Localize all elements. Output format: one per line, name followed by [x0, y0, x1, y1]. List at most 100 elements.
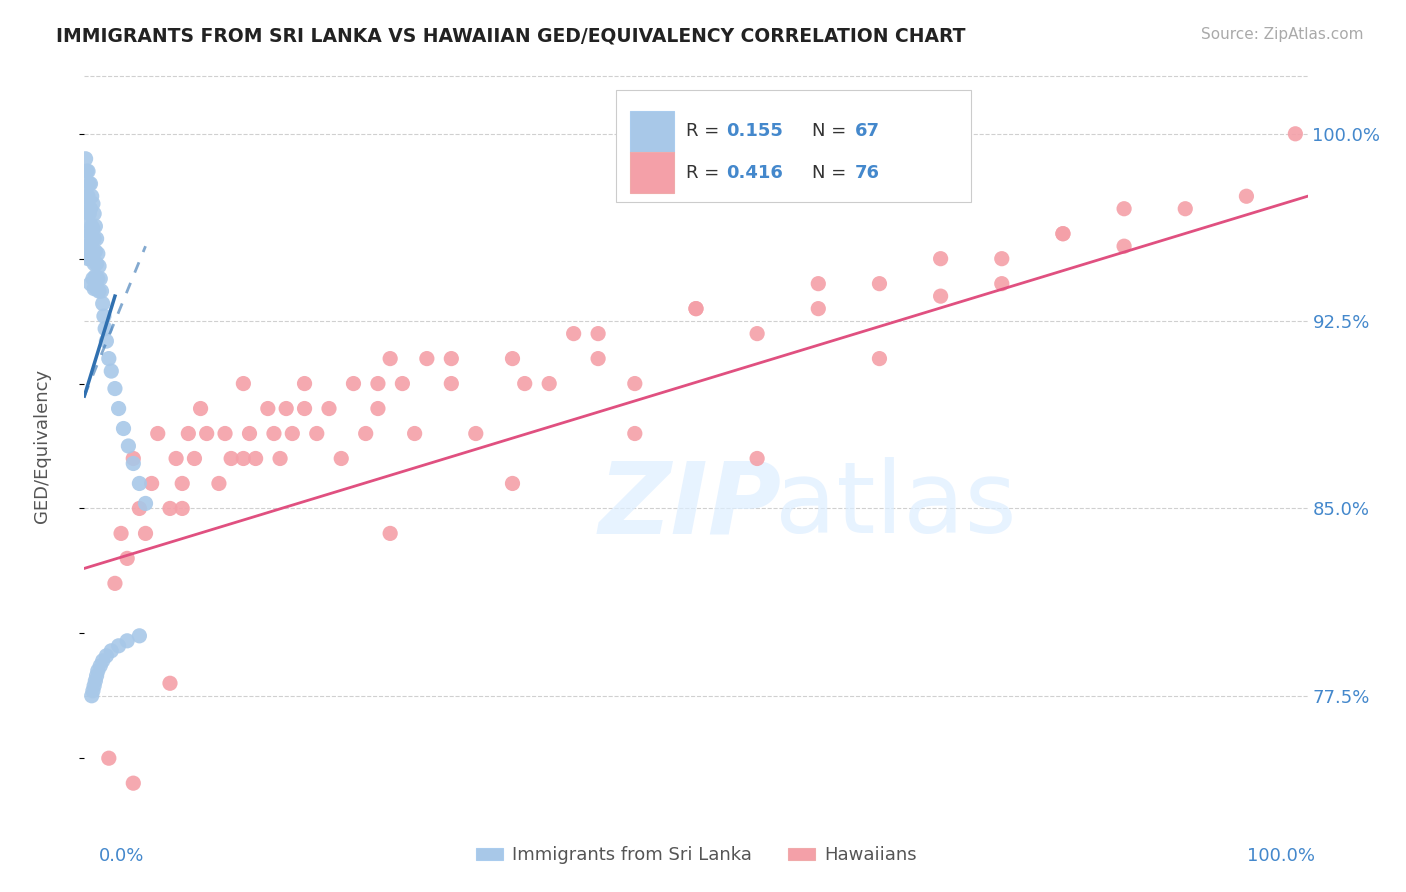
Point [87, 259, 110, 273]
Point [86, 232, 108, 246]
Text: ZIP: ZIP [598, 458, 782, 555]
Point [77, 239, 100, 253]
Point [93, 309, 115, 323]
Point [245, 451, 267, 466]
Point [86, 282, 108, 296]
Point [190, 401, 212, 416]
Point [122, 451, 145, 466]
Point [232, 451, 254, 466]
Point [869, 277, 891, 291]
Point [91, 296, 114, 310]
Point [79, 227, 101, 241]
Point [1284, 127, 1306, 141]
Point [77, 214, 100, 228]
Text: IMMIGRANTS FROM SRI LANKA VS HAWAIIAN GED/EQUIVALENCY CORRELATION CHART: IMMIGRANTS FROM SRI LANKA VS HAWAIIAN GE… [56, 27, 966, 45]
Point [172, 476, 194, 491]
Point [84, 269, 107, 284]
Point [367, 401, 389, 416]
Point [146, 426, 169, 441]
Point [77, 207, 100, 221]
Point [1174, 202, 1197, 216]
Point [1114, 202, 1136, 216]
Point [80, 246, 103, 260]
Point [100, 364, 122, 378]
Point [104, 576, 127, 591]
Point [84, 244, 107, 259]
Point [80, 219, 103, 234]
Text: N =: N = [813, 163, 852, 181]
Point [76, 239, 98, 253]
Text: atlas: atlas [776, 458, 1017, 555]
Point [869, 351, 891, 366]
Point [115, 551, 138, 566]
Point [96, 334, 118, 348]
Point [281, 426, 304, 441]
Point [562, 326, 585, 341]
Point [107, 401, 129, 416]
FancyBboxPatch shape [616, 90, 972, 202]
Point [79, 202, 101, 216]
Point [82, 246, 104, 260]
Text: 67: 67 [855, 122, 880, 140]
Point [807, 277, 830, 291]
Point [87, 664, 110, 678]
Point [128, 476, 150, 491]
Point [104, 382, 127, 396]
Point [685, 301, 707, 316]
Text: 0.416: 0.416 [727, 163, 783, 181]
Point [159, 501, 181, 516]
Point [135, 526, 157, 541]
Point [294, 401, 316, 416]
Point [86, 257, 108, 271]
Point [122, 776, 145, 790]
Point [183, 451, 205, 466]
Point [75, 189, 97, 203]
Point [929, 289, 952, 303]
Point [83, 232, 105, 246]
Point [257, 401, 280, 416]
Point [77, 189, 100, 203]
Point [208, 476, 231, 491]
Point [1052, 227, 1074, 241]
Point [87, 271, 110, 285]
Point [91, 654, 114, 668]
Point [1114, 239, 1136, 253]
Point [82, 683, 104, 698]
Text: 100.0%: 100.0% [1247, 847, 1315, 865]
Point [367, 376, 389, 391]
Point [96, 648, 118, 663]
Point [115, 633, 138, 648]
Point [214, 426, 236, 441]
Text: GED/Equivalency: GED/Equivalency [32, 369, 51, 523]
Point [87, 284, 110, 298]
Point [380, 526, 402, 541]
Point [80, 689, 103, 703]
Point [380, 351, 402, 366]
Legend: Immigrants from Sri Lanka, Hawaiians: Immigrants from Sri Lanka, Hawaiians [468, 839, 924, 871]
Point [76, 164, 98, 178]
Point [77, 164, 100, 178]
Point [624, 376, 647, 391]
Point [747, 451, 769, 466]
Point [172, 501, 194, 516]
Point [807, 301, 830, 316]
Point [238, 426, 260, 441]
Point [84, 673, 107, 688]
Text: 0.0%: 0.0% [98, 847, 143, 865]
Point [83, 679, 105, 693]
Point [82, 271, 104, 285]
Point [89, 658, 111, 673]
Point [87, 246, 110, 260]
Point [110, 526, 132, 541]
Point [305, 426, 328, 441]
FancyBboxPatch shape [630, 153, 673, 193]
Point [342, 376, 364, 391]
Point [77, 252, 100, 266]
Point [97, 351, 120, 366]
Point [294, 376, 316, 391]
Point [117, 439, 139, 453]
FancyBboxPatch shape [630, 112, 673, 152]
Point [141, 476, 163, 491]
Point [165, 451, 187, 466]
Point [195, 426, 218, 441]
